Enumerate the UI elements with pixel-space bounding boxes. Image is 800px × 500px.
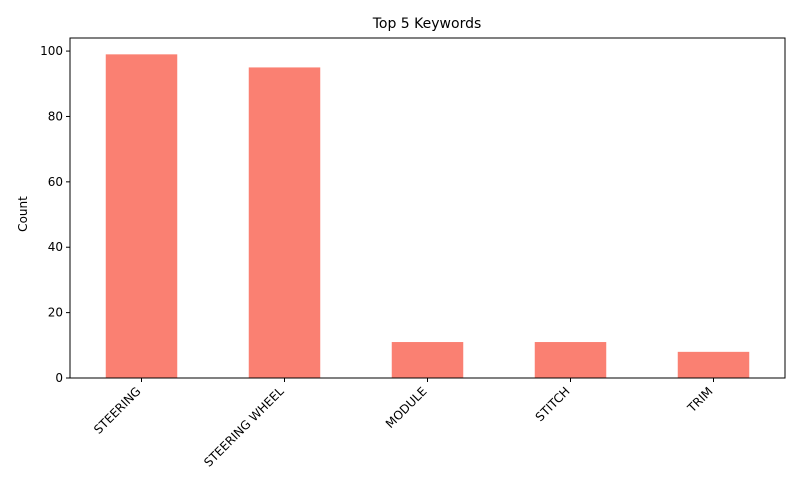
- y-tick-label: 100: [40, 44, 63, 58]
- y-tick-label: 80: [48, 109, 63, 123]
- bar-stitch: [534, 342, 607, 378]
- bar-module: [391, 342, 464, 378]
- y-tick-label: 20: [48, 306, 63, 320]
- x-tick-label: STITCH: [533, 384, 573, 424]
- y-axis-label: Count: [16, 196, 30, 232]
- plot-area: 0 20 40 60 80 100 STEERING STEERING WHEEL MODULE…: [40, 37, 786, 470]
- x-tick-label: TRIM: [684, 384, 716, 416]
- y-tick-label: 40: [48, 240, 63, 254]
- bar-steering-wheel: [248, 67, 321, 378]
- x-tick-label: MODULE: [383, 384, 430, 431]
- bar-steering: [105, 54, 178, 378]
- chart-title: Top 5 Keywords: [372, 16, 482, 32]
- y-tick-label: 60: [48, 175, 63, 189]
- y-tick-label: 0: [55, 371, 63, 385]
- x-tick-label: STEERING WHEEL: [201, 384, 287, 470]
- x-tick-label: STEERING: [91, 384, 144, 437]
- bar-trim: [677, 351, 750, 378]
